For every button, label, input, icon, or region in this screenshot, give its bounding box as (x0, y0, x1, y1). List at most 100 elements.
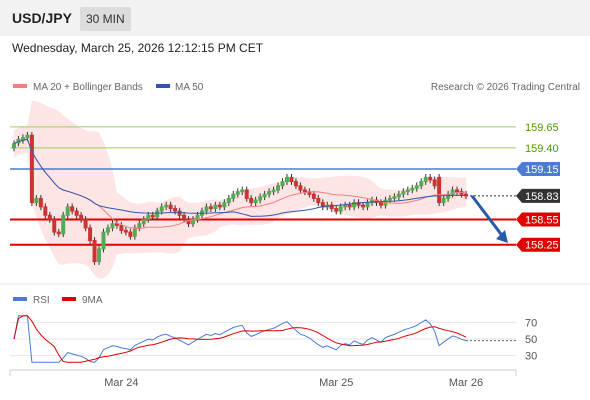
candle-body (43, 206, 48, 216)
candle-body (97, 248, 102, 263)
time-axis: Mar 24 Mar 25 Mar 26 (9, 369, 517, 389)
candle-body (262, 193, 267, 198)
candle-body (128, 231, 133, 237)
candle-body (378, 202, 383, 206)
candle-body (347, 204, 352, 208)
candle-body (47, 214, 52, 220)
candle-body (12, 143, 16, 149)
candle-body (34, 197, 39, 204)
candle-body (311, 193, 316, 199)
candle-body (208, 206, 213, 210)
candle-body (343, 204, 348, 208)
rsi-legend-swatch (13, 297, 27, 301)
rsi-tick-label: 50 (525, 334, 537, 346)
rsi-tick-label: 70 (525, 317, 537, 329)
candle-body (105, 227, 110, 233)
datetime-label: Wednesday, March 25, 2026 12:12:15 PM CE… (12, 41, 264, 55)
time-tick-label: Mar 25 (319, 377, 353, 389)
ma20-legend-swatch (13, 84, 27, 88)
moving-averages (13, 138, 467, 230)
candle-body (83, 218, 88, 229)
candle-body (173, 208, 178, 212)
resistance-1-label: 159.40 (525, 143, 559, 155)
candle-body (276, 185, 281, 191)
candle-body (271, 189, 276, 193)
candle-body (401, 191, 406, 195)
candle-body (267, 191, 272, 195)
ma20-legend-label: MA 20 + Bollinger Bands (33, 82, 143, 93)
ma50-line (13, 138, 467, 217)
candle-body (334, 208, 339, 212)
candle-body (52, 218, 57, 233)
candle-body (455, 189, 460, 193)
candle-body (137, 223, 142, 229)
candle-body (441, 197, 446, 204)
candle-body (168, 204, 173, 210)
candle-body (141, 218, 146, 225)
candle-body (29, 134, 34, 204)
candles (12, 131, 468, 265)
candle-body (65, 206, 70, 216)
rsi-panel: 70 50 30 (10, 315, 537, 363)
rsi-ma-legend-label: 9MA (82, 295, 103, 306)
candle-body (338, 206, 343, 212)
candle-body (370, 199, 375, 204)
candle-body (392, 196, 397, 199)
candle-body (177, 210, 182, 216)
candle-body (410, 187, 415, 191)
candle-body (352, 202, 357, 208)
rsi-tick-label: 30 (525, 351, 537, 363)
candle-body (101, 231, 106, 250)
candle-body (159, 206, 164, 212)
forecast-arrow-shaft (470, 194, 506, 239)
rsi-ma-legend-swatch (62, 297, 76, 301)
rsi-line (13, 315, 467, 363)
candle-body (79, 214, 84, 220)
timeframe-badge[interactable]: 30 MIN (80, 7, 131, 31)
candle-body (284, 176, 289, 183)
candle-body (280, 181, 285, 187)
candle-body (191, 218, 196, 225)
candle-body (61, 214, 66, 235)
support-2-label-box (516, 237, 560, 252)
candle-body (164, 204, 169, 208)
candle-body (329, 204, 334, 210)
time-tick-label: Mar 24 (104, 377, 138, 389)
bollinger-band-area (14, 100, 466, 279)
candle-body (293, 181, 298, 187)
candle-body (88, 227, 93, 242)
symbol-title: USD/JPY (12, 10, 72, 26)
candle-body (414, 185, 419, 189)
forecast-arrow (470, 194, 508, 244)
current-label-box (516, 188, 560, 203)
ma50-legend-swatch (156, 84, 170, 88)
rsi-legend-label: RSI (33, 295, 50, 306)
candle-body (396, 193, 401, 198)
candle-body (222, 202, 227, 208)
candle-body (258, 196, 263, 201)
candle-body (446, 193, 451, 199)
candle-body (298, 185, 303, 191)
candle-body (235, 191, 240, 195)
pivot-label-box (516, 161, 560, 176)
candle-body (204, 206, 209, 212)
resistance-2-label: 159.65 (525, 122, 559, 134)
candle-body (146, 214, 151, 220)
candle-body (155, 210, 160, 218)
candle-body (182, 214, 187, 220)
candle-body (25, 134, 30, 139)
candle-body (249, 197, 254, 204)
candle-body (244, 189, 249, 199)
forecast-arrow-head (496, 230, 508, 244)
candle-body (361, 204, 366, 208)
candle-body (432, 179, 437, 187)
support-1-label-box (516, 212, 560, 227)
time-tick-label: Mar 26 (449, 377, 483, 389)
candle-body (316, 197, 321, 204)
candle-body (56, 231, 61, 235)
candle-body (217, 204, 222, 208)
candle-body (119, 224, 124, 231)
candle-body (419, 181, 424, 187)
